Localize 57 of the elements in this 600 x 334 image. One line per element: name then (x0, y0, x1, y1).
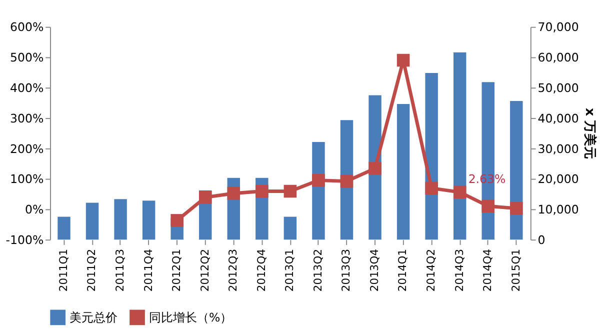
y2-tick-label: 70,000 (538, 20, 579, 34)
x-tick-label: 2011Q2 (85, 248, 98, 292)
legend-label: 同比增长（%） (149, 310, 232, 324)
x-tick-label: 2014Q3 (452, 248, 466, 292)
point (368, 162, 382, 175)
y-tick-label: 0% (24, 202, 44, 217)
y2-tick-label: 30,000 (538, 142, 579, 156)
y2-axis-title: x 万美元 (582, 108, 598, 160)
y-tick-label: 500% (10, 50, 44, 65)
y-tick-label: 400% (10, 81, 44, 96)
y-tick-label: 300% (10, 111, 44, 126)
x-tick-label: 2013Q4 (368, 248, 381, 292)
y-tick-label: -100% (6, 232, 44, 247)
bar (142, 200, 156, 240)
x-tick-label: 2012Q3 (226, 248, 240, 292)
x-tick-label: 2012Q4 (254, 248, 268, 292)
x-tick-label: 2014Q2 (424, 248, 438, 292)
y2-tick-label: 10,000 (538, 202, 579, 217)
x-tick-label: 2011Q3 (113, 248, 126, 292)
y2-tick-label: 0 (538, 232, 546, 247)
x-tick-label: 2011Q4 (142, 248, 155, 292)
bar (453, 52, 466, 240)
x-tick-label: 2015Q1 (509, 248, 522, 292)
y2-tick-label: 50,000 (538, 81, 579, 96)
bar (510, 100, 523, 240)
bar (396, 104, 410, 240)
point (170, 214, 184, 227)
x-tick-label: 2013Q3 (340, 248, 353, 292)
point (227, 186, 240, 200)
point (396, 54, 410, 67)
point (425, 182, 438, 195)
x-tick-label: 2013Q1 (283, 248, 296, 292)
y-tick-label: 600% (10, 20, 44, 34)
point (198, 190, 212, 204)
point (256, 184, 268, 198)
point (510, 202, 523, 215)
y-tick-label: 200% (10, 142, 44, 156)
bar (284, 216, 297, 240)
x-tick-label: 2014Q1 (396, 248, 410, 292)
bar (58, 216, 70, 240)
point (453, 186, 466, 199)
x-tick-label: 2013Q2 (311, 248, 324, 292)
y2-tick-label: 60,000 (538, 50, 579, 65)
y2-tick-label: 40,000 (538, 111, 579, 126)
point (284, 184, 297, 198)
y-tick-label: 100% (10, 172, 44, 186)
bar (114, 199, 127, 240)
point (482, 200, 495, 213)
x-tick-label: 2012Q2 (198, 248, 212, 292)
y2-tick-label: 20,000 (538, 172, 579, 186)
x-tick-label: 2012Q1 (170, 248, 184, 292)
x-tick-label: 2011Q1 (56, 248, 70, 292)
point (312, 174, 325, 187)
x-tick-label: 2014Q4 (481, 248, 494, 292)
point (340, 174, 354, 188)
bar (86, 202, 99, 240)
legend-label: 美元总价 (70, 310, 118, 324)
